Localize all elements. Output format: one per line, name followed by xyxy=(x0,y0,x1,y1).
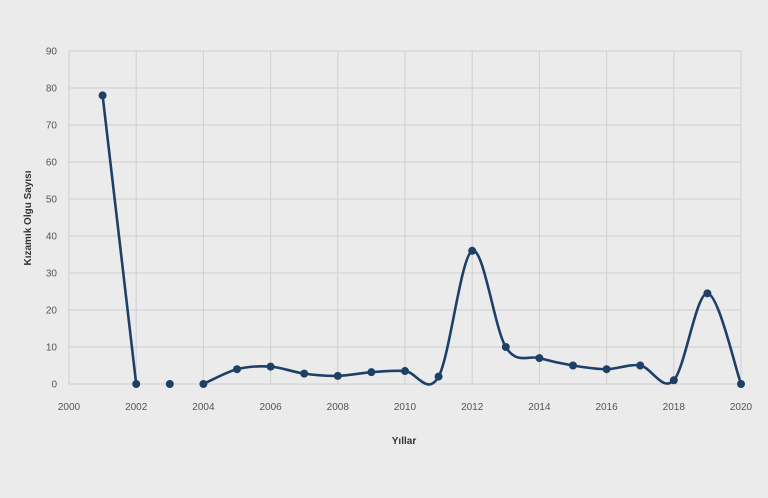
data-point xyxy=(602,365,611,374)
y-axis-ticks: 0 10 20 30 40 50 60 70 80 90 xyxy=(46,47,58,391)
data-point xyxy=(535,354,544,363)
y-tick-label: 30 xyxy=(46,269,58,280)
data-point xyxy=(501,343,510,351)
data-point xyxy=(737,380,745,388)
data-point xyxy=(468,246,477,255)
y-tick-label: 10 xyxy=(46,343,58,354)
y-tick-label: 20 xyxy=(46,306,58,317)
y-tick-label: 80 xyxy=(46,84,58,95)
data-point xyxy=(703,289,712,298)
data-point xyxy=(401,367,409,376)
y-tick-label: 50 xyxy=(46,195,58,206)
y-tick-label: 90 xyxy=(46,47,58,58)
x-tick-label: 2014 xyxy=(528,402,551,413)
y-tick-label: 70 xyxy=(46,121,58,132)
x-tick-label: 2000 xyxy=(58,402,81,413)
x-axis-title: Yıllar xyxy=(392,436,417,447)
series-line xyxy=(101,94,138,386)
data-point xyxy=(233,365,241,374)
data-point xyxy=(199,380,208,388)
x-tick-label: 2008 xyxy=(327,402,350,413)
data-point xyxy=(266,362,275,371)
y-tick-label: 0 xyxy=(51,380,57,391)
data-point xyxy=(569,361,577,370)
y-axis-title: Kızamık Olgu Sayısı xyxy=(23,170,34,265)
y-tick-label: 60 xyxy=(46,158,58,169)
data-point xyxy=(98,91,107,100)
x-tick-label: 2016 xyxy=(595,402,618,413)
data-point xyxy=(300,369,309,378)
x-tick-label: 2010 xyxy=(394,402,417,413)
x-tick-label: 2012 xyxy=(461,402,484,413)
data-point xyxy=(333,371,342,380)
data-point xyxy=(434,372,443,381)
data-point xyxy=(132,380,141,388)
x-axis-ticks: 2000 2002 2004 2006 2008 2010 2012 2014 2016 2018… xyxy=(58,402,753,413)
x-tick-label: 2018 xyxy=(663,402,686,413)
data-point xyxy=(669,376,678,385)
data-point xyxy=(367,368,376,377)
series-points xyxy=(98,91,745,388)
grid-lines xyxy=(68,50,742,385)
series-lines xyxy=(101,94,743,386)
x-tick-label: 2002 xyxy=(125,402,148,413)
data-point xyxy=(165,380,174,388)
data-point xyxy=(636,361,645,370)
x-tick-label: 2004 xyxy=(192,402,215,413)
x-tick-label: 2006 xyxy=(259,402,282,413)
y-tick-label: 40 xyxy=(46,232,58,243)
x-tick-label: 2020 xyxy=(730,402,753,413)
